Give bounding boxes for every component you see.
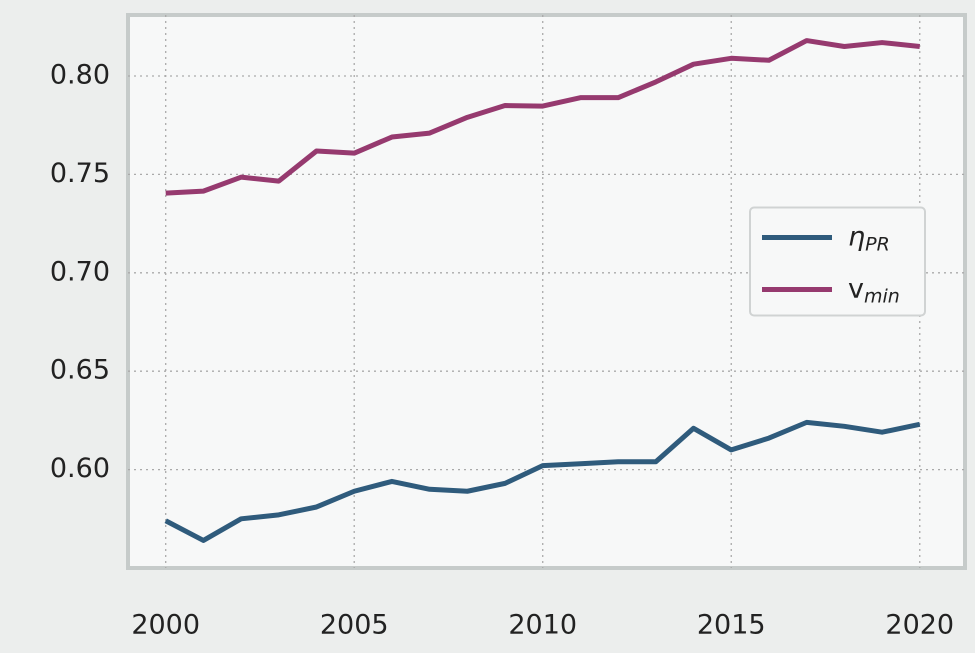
y-tick-label: 0.65 bbox=[50, 355, 110, 386]
x-tick-label: 2010 bbox=[508, 610, 577, 641]
y-tick-label: 0.60 bbox=[50, 453, 110, 484]
x-tick-label: 2020 bbox=[885, 610, 954, 641]
legend-name: v bbox=[848, 273, 864, 304]
legend-subscript: min bbox=[864, 285, 900, 307]
x-tick-label: 2000 bbox=[131, 610, 200, 641]
legend-name: η bbox=[848, 221, 865, 252]
legend-subscript: PR bbox=[865, 233, 890, 255]
legend-label: vmin bbox=[848, 273, 900, 307]
x-tick-label: 2015 bbox=[697, 610, 766, 641]
y-tick-label: 0.80 bbox=[50, 60, 110, 91]
x-tick-label: 2005 bbox=[320, 610, 389, 641]
legend-label: ηPR bbox=[848, 221, 890, 255]
line-series bbox=[165, 38, 921, 196]
y-tick-label: 0.70 bbox=[50, 256, 110, 287]
y-tick-label: 0.75 bbox=[50, 158, 110, 189]
line-series bbox=[164, 419, 921, 543]
